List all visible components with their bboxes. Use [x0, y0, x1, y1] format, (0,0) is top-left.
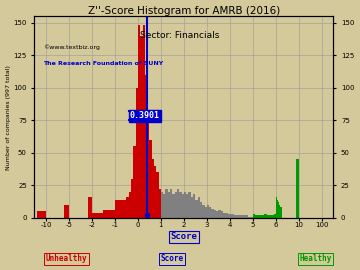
Bar: [161, 192, 163, 218]
Bar: [237, 215, 239, 218]
Bar: [181, 194, 184, 218]
Text: ©www.textbiz.org: ©www.textbiz.org: [44, 44, 100, 50]
Text: Unhealthy: Unhealthy: [46, 254, 87, 263]
Bar: [255, 215, 257, 218]
Bar: [296, 159, 299, 218]
Bar: [279, 205, 280, 218]
Bar: [163, 194, 166, 218]
Bar: [251, 217, 253, 218]
Bar: [159, 189, 161, 218]
Bar: [246, 215, 248, 218]
Bar: [88, 197, 92, 218]
Bar: [202, 205, 204, 218]
Bar: [186, 194, 189, 218]
Bar: [92, 213, 103, 218]
Bar: [262, 215, 264, 218]
Bar: [274, 214, 276, 218]
Bar: [219, 210, 221, 218]
Bar: [198, 197, 200, 218]
Bar: [253, 214, 255, 218]
Bar: [257, 215, 260, 218]
Bar: [207, 205, 209, 218]
Bar: [138, 25, 140, 218]
Bar: [184, 192, 186, 218]
Bar: [154, 166, 156, 218]
Bar: [189, 192, 191, 218]
Bar: [195, 200, 198, 218]
Bar: [37, 211, 46, 218]
Bar: [276, 197, 277, 218]
Text: Score: Score: [161, 254, 184, 263]
Bar: [271, 215, 274, 218]
Bar: [168, 192, 170, 218]
Bar: [133, 146, 136, 218]
Bar: [179, 192, 181, 218]
Bar: [321, 192, 322, 218]
Y-axis label: Number of companies (997 total): Number of companies (997 total): [5, 65, 10, 170]
Bar: [216, 211, 219, 218]
Bar: [248, 217, 251, 218]
Bar: [278, 202, 279, 218]
Bar: [221, 211, 223, 218]
Bar: [228, 214, 230, 218]
Bar: [225, 213, 228, 218]
Bar: [175, 192, 177, 218]
Bar: [149, 140, 152, 218]
Text: 0.3901: 0.3901: [130, 111, 160, 120]
Bar: [214, 210, 216, 218]
Bar: [131, 179, 133, 218]
Bar: [269, 215, 271, 218]
Bar: [115, 200, 126, 218]
Bar: [177, 189, 179, 218]
Bar: [280, 207, 282, 218]
Bar: [211, 209, 214, 218]
Bar: [126, 197, 129, 218]
Bar: [156, 172, 159, 218]
Bar: [200, 202, 202, 218]
Bar: [172, 194, 175, 218]
Bar: [147, 114, 149, 218]
Bar: [260, 215, 262, 218]
Bar: [103, 210, 115, 218]
Bar: [191, 197, 193, 218]
Title: Z''-Score Histogram for AMRB (2016): Z''-Score Histogram for AMRB (2016): [88, 6, 280, 16]
Bar: [267, 215, 269, 218]
Bar: [234, 215, 237, 218]
Bar: [129, 192, 131, 218]
Bar: [241, 215, 244, 218]
Bar: [223, 213, 225, 218]
Text: Sector: Financials: Sector: Financials: [140, 31, 220, 40]
Bar: [193, 194, 195, 218]
Bar: [136, 88, 138, 218]
Bar: [244, 215, 246, 218]
Bar: [239, 215, 241, 218]
Bar: [145, 75, 147, 218]
Bar: [140, 36, 143, 218]
Bar: [64, 205, 69, 218]
Bar: [143, 25, 145, 218]
Text: Healthy: Healthy: [299, 254, 332, 263]
X-axis label: Score: Score: [170, 232, 197, 241]
Bar: [264, 214, 267, 218]
Bar: [277, 200, 278, 218]
Bar: [152, 159, 154, 218]
Bar: [166, 189, 168, 218]
Bar: [209, 207, 211, 218]
Bar: [204, 207, 207, 218]
Bar: [170, 189, 172, 218]
Text: The Research Foundation of SUNY: The Research Foundation of SUNY: [44, 61, 164, 66]
Bar: [230, 214, 232, 218]
Bar: [232, 214, 234, 218]
